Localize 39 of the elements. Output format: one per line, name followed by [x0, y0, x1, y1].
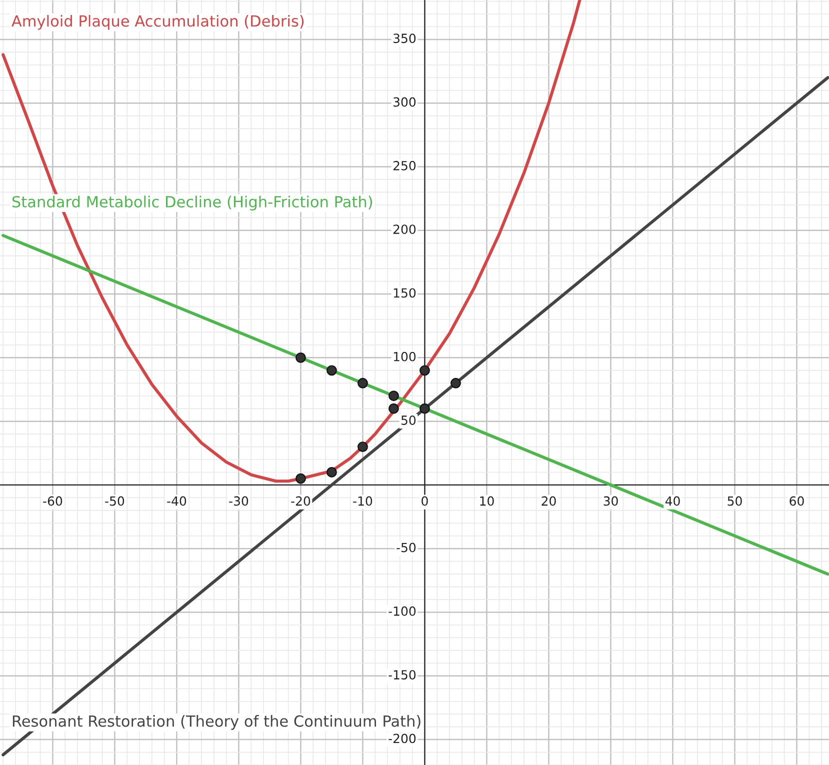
x-tick-label: -20: [291, 496, 310, 506]
point: [296, 473, 306, 484]
series-label: Resonant Restoration (Theory of the Continuum Path): [12, 715, 420, 730]
x-tick-label: 20: [542, 496, 556, 506]
series-label: Amyloid Plaque Accumulation (Debris): [12, 14, 304, 30]
point: [358, 378, 368, 388]
series-label: Standard Metabolic Decline (High-Friction Path): [12, 196, 372, 210]
x-tick-label: 30: [604, 496, 618, 506]
x-tick-label: 60: [790, 496, 804, 506]
point: [420, 365, 430, 376]
x-tick-label: -30: [229, 496, 248, 506]
y-tick-label: 50: [401, 415, 416, 425]
x-tick-label: 50: [728, 496, 742, 506]
x-tick-label: -40: [167, 496, 186, 506]
point: [358, 442, 368, 452]
x-tick-label: -50: [105, 496, 124, 506]
y-tick-label: 100: [394, 352, 416, 362]
point: [296, 352, 306, 363]
y-tick-label: 250: [393, 160, 416, 170]
y-tick-label: -150: [388, 670, 416, 680]
y-tick-label: -100: [388, 606, 416, 616]
y-tick-label: 350: [393, 34, 416, 44]
y-tick-label: 200: [393, 224, 416, 234]
y-tick-label: 150: [394, 288, 416, 298]
x-tick-label: -60: [43, 496, 62, 506]
point: [420, 403, 430, 414]
y-tick-label: -200: [388, 734, 416, 744]
y-tick-label: 300: [393, 97, 416, 107]
x-tick-label: 40: [665, 496, 680, 506]
x-tick-label: 10: [480, 496, 494, 506]
point: [388, 390, 399, 402]
point: [326, 467, 337, 478]
x-tick-label: 0: [422, 496, 428, 506]
point: [450, 378, 461, 388]
point: [388, 403, 399, 414]
line-series: [2, 0, 582, 483]
y-tick-label: -50: [396, 542, 416, 552]
point: [326, 365, 337, 376]
x-tick-label: -10: [353, 496, 372, 506]
